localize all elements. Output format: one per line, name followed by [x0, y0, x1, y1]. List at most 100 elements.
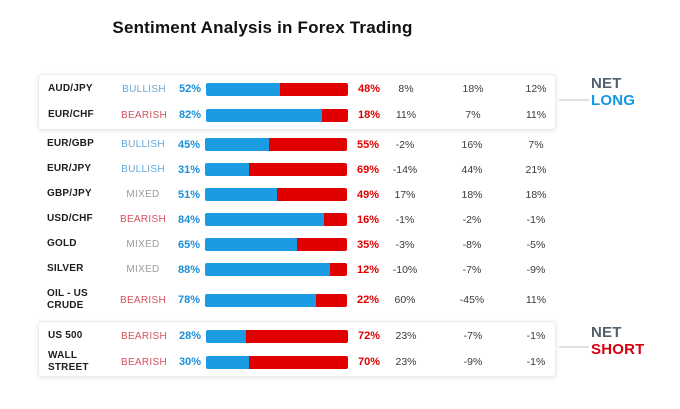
sentiment-row: AUD/JPY BULLISH 52% 48% 8% 18% 12% [39, 76, 555, 102]
long-percentage-value: 78% [177, 294, 200, 306]
change-value-1: 11% [395, 109, 417, 121]
long-bar-segment [206, 355, 249, 369]
short-bar-segment [279, 82, 348, 96]
sentiment-bar [201, 355, 353, 369]
long-bar-segment [205, 238, 298, 251]
stacked-bar [205, 138, 347, 151]
short-percentage-value: 69% [357, 163, 380, 176]
change-value-1: 8% [398, 83, 414, 95]
change-value-3: 18% [525, 188, 547, 201]
short-percentage-value: 12% [357, 263, 380, 276]
sentiment-label: BEARISH [120, 356, 167, 368]
change-value-3: -9% [526, 263, 546, 276]
sentiment-table: AUD/JPY BULLISH 52% 48% 8% 18% 12% EUR/C… [38, 74, 556, 377]
stacked-bar [205, 163, 347, 176]
sentiment-row: GOLD MIXED 65% 35% -3% -8% -5% [38, 232, 556, 257]
net-short-annotation: NET SHORT [591, 324, 645, 358]
long-bar-segment [206, 329, 246, 343]
long-percentage-value: 65% [177, 238, 200, 251]
change-value-3: -1% [526, 213, 546, 226]
stacked-bar [206, 108, 348, 122]
instrument-label: SILVER [47, 263, 84, 275]
stacked-bar [205, 188, 347, 201]
long-percentage-value: 30% [178, 356, 201, 368]
short-percentage-value: 72% [358, 330, 381, 342]
change-value-2: 16% [461, 138, 483, 151]
instrument-label: EUR/GBP [47, 138, 94, 150]
short-bar-segment [322, 108, 348, 122]
instrument-label: WALL STREET [48, 349, 89, 374]
sentiment-row: SILVER MIXED 88% 12% -10% -7% -9% [38, 257, 556, 282]
sentiment-row: USD/CHF BEARISH 84% 16% -1% -2% -1% [38, 207, 556, 232]
change-value-3: 21% [525, 163, 547, 176]
stacked-bar [205, 263, 347, 276]
sentiment-bar [200, 213, 352, 226]
short-percentage-value: 49% [357, 188, 380, 201]
sentiment-label: BULLISH [122, 83, 166, 95]
short-percentage-value: 18% [358, 109, 381, 121]
change-value-2: 44% [461, 163, 483, 176]
change-value-3: -5% [526, 238, 546, 251]
short-bar-segment [248, 355, 348, 369]
long-bar-segment [205, 263, 330, 276]
sentiment-bar [201, 82, 353, 96]
stacked-bar [206, 329, 348, 343]
change-value-3: 12% [525, 83, 547, 95]
instrument-label: EUR/JPY [47, 163, 92, 175]
stacked-bar [206, 355, 348, 369]
short-bar-segment [315, 293, 347, 307]
long-percentage-value: 28% [178, 330, 201, 342]
change-value-1: -1% [395, 213, 415, 226]
net-long-group-card: AUD/JPY BULLISH 52% 48% 8% 18% 12% EUR/C… [38, 74, 556, 130]
short-percentage-value: 55% [357, 138, 380, 151]
change-value-2: -2% [462, 213, 482, 226]
stacked-bar [205, 293, 347, 307]
change-value-1: -10% [392, 263, 418, 276]
sentiment-bar [200, 293, 352, 307]
change-value-1: 60% [394, 294, 416, 306]
instrument-label: EUR/CHF [48, 108, 94, 120]
sentiment-row: EUR/JPY BULLISH 31% 69% -14% 44% 21% [38, 157, 556, 182]
long-percentage-value: 82% [178, 109, 201, 121]
net-short-label-net: NET [591, 324, 622, 341]
short-percentage-value: 22% [357, 294, 380, 306]
instrument-label: US 500 [48, 329, 83, 341]
chart-title: Sentiment Analysis in Forex Trading [112, 18, 413, 37]
net-long-connector-line [559, 99, 589, 101]
change-value-2: -7% [463, 330, 483, 342]
sentiment-bar [201, 108, 353, 122]
change-value-3: 7% [528, 138, 544, 151]
sentiment-label: BEARISH [120, 109, 167, 121]
long-bar-segment [205, 163, 250, 176]
instrument-label: GOLD [47, 238, 77, 250]
short-bar-segment [329, 263, 347, 276]
short-percentage-value: 35% [357, 238, 380, 251]
sentiment-row: EUR/CHF BEARISH 82% 18% 11% 7% 11% [39, 102, 555, 128]
stacked-bar [205, 238, 347, 251]
short-bar-segment [297, 238, 347, 251]
stacked-bar [205, 213, 347, 226]
change-value-2: -7% [462, 263, 482, 276]
net-short-label-short: SHORT [591, 341, 645, 358]
change-value-3: 11% [525, 109, 547, 121]
sentiment-label: BEARISH [119, 294, 166, 306]
sentiment-label: BULLISH [121, 139, 165, 150]
short-bar-segment [268, 138, 347, 151]
long-percentage-value: 84% [177, 213, 200, 226]
short-bar-segment [277, 188, 347, 201]
sentiment-label: MIXED [126, 189, 160, 200]
short-percentage-value: 70% [358, 356, 381, 368]
sentiment-row: GBP/JPY MIXED 51% 49% 17% 18% 18% [38, 182, 556, 207]
change-value-2: 7% [465, 109, 481, 121]
ungrouped-rows: EUR/GBP BULLISH 45% 55% -2% 16% 7% EUR/J… [38, 132, 556, 318]
sentiment-bar [201, 329, 353, 343]
net-short-connector-line [559, 346, 589, 348]
sentiment-label: BEARISH [120, 330, 167, 342]
change-value-1: -2% [395, 138, 415, 151]
long-percentage-value: 88% [177, 263, 200, 276]
sentiment-bar [200, 263, 352, 276]
sentiment-row: US 500 BEARISH 28% 72% 23% -7% -1% [39, 323, 555, 349]
net-short-group-card: US 500 BEARISH 28% 72% 23% -7% -1% WALL … [38, 321, 556, 377]
short-percentage-value: 16% [357, 213, 380, 226]
